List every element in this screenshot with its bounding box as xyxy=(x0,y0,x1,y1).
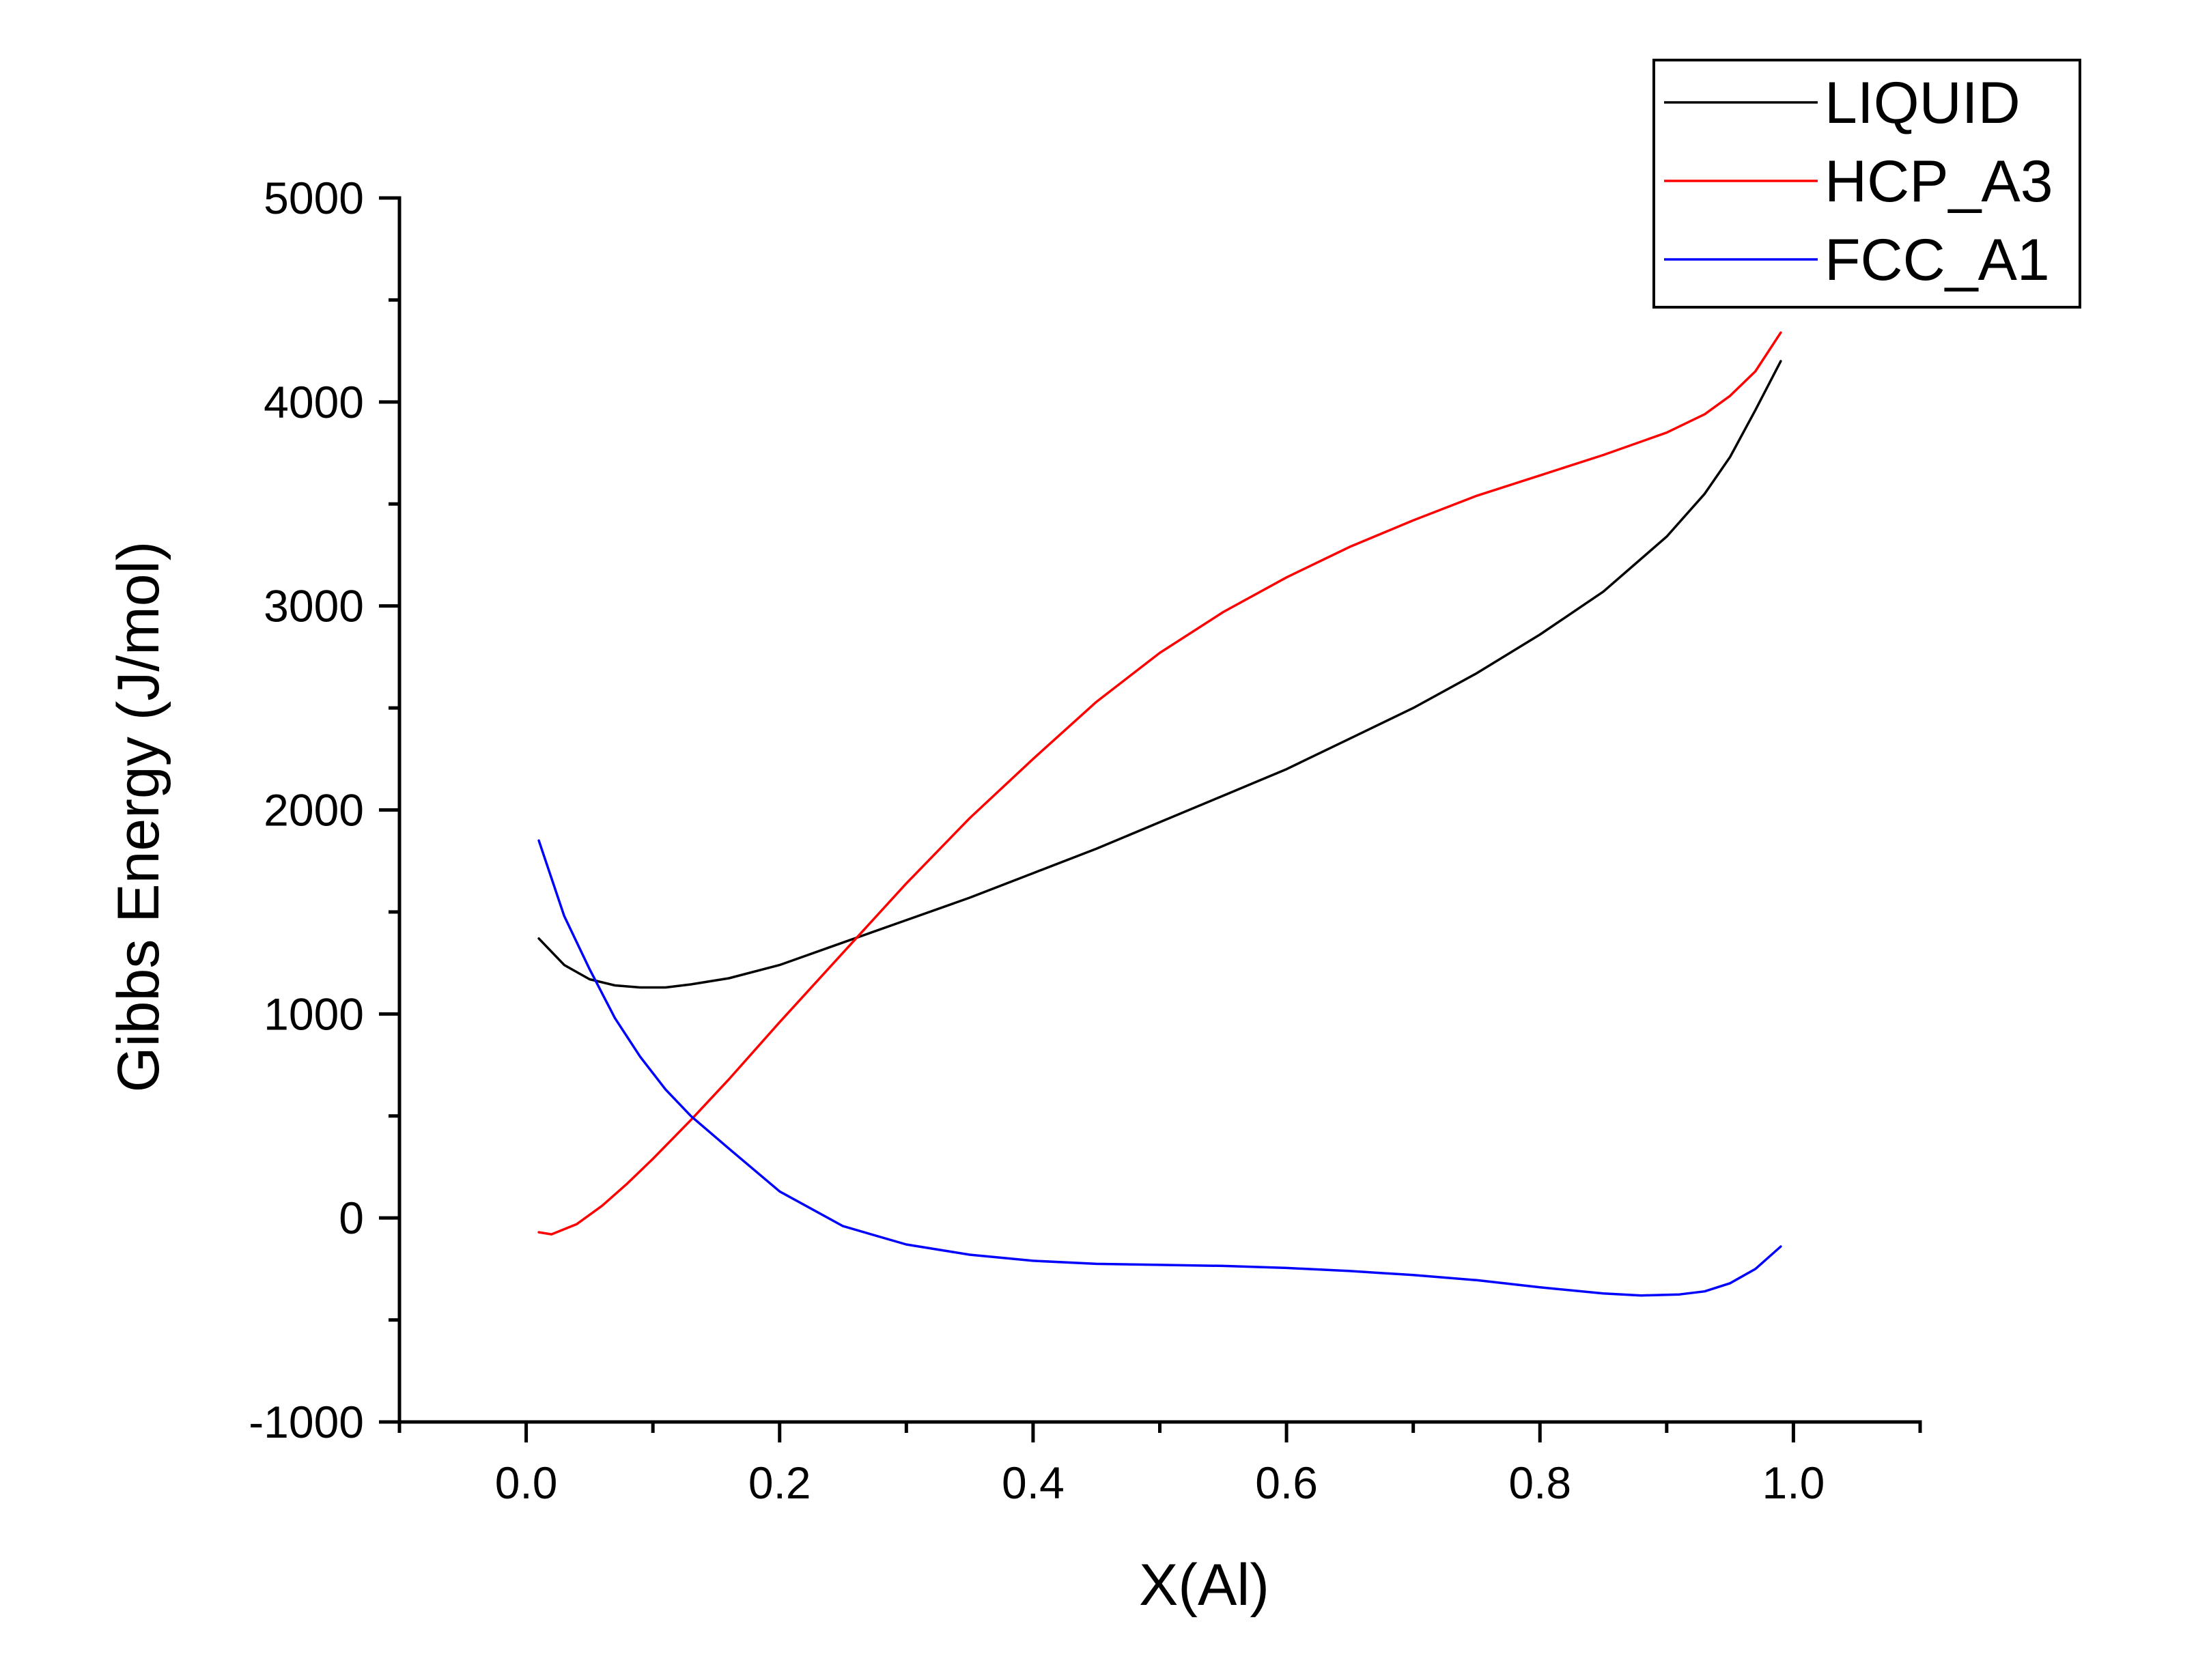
y-tick-label: 2000 xyxy=(264,785,364,836)
x-axis-title: X(Al) xyxy=(1139,1552,1269,1618)
series-line-fcc-a1 xyxy=(537,839,1782,1297)
series-line-hcp-a3 xyxy=(537,331,1782,1236)
y-tick-label: 0 xyxy=(339,1193,364,1243)
y-tick-label: 1000 xyxy=(264,988,364,1039)
y-tick-label: -1000 xyxy=(249,1397,364,1447)
x-tick-label: 0.0 xyxy=(495,1457,558,1508)
x-tick-label: 0.8 xyxy=(1508,1457,1571,1508)
x-tick-label: 1.0 xyxy=(1762,1457,1825,1508)
series-layer xyxy=(537,331,1782,1297)
legend: LIQUID HCP_A3 FCC_A1 xyxy=(1652,59,2081,309)
x-tick-label: 0.4 xyxy=(1002,1457,1065,1508)
series-line-liquid xyxy=(537,360,1782,989)
legend-label-liquid: LIQUID xyxy=(1825,70,2021,136)
y-tick-label: 3000 xyxy=(264,581,364,631)
x-tick-label: 0.6 xyxy=(1255,1457,1318,1508)
axes: -1000 0 1000 2000 3000 4000 5000 0.0 0.2 0.4 0.6 0.… xyxy=(249,173,1922,1508)
legend-label-hcp-a3: HCP_A3 xyxy=(1825,149,2053,214)
y-tick-label: 5000 xyxy=(264,173,364,223)
y-axis-title: Gibbs Energy (J/mol) xyxy=(106,541,171,1093)
legend-label-fcc-a1: FCC_A1 xyxy=(1825,227,2050,293)
x-tick-label: 0.2 xyxy=(748,1457,811,1508)
y-tick-label: 4000 xyxy=(264,377,364,427)
